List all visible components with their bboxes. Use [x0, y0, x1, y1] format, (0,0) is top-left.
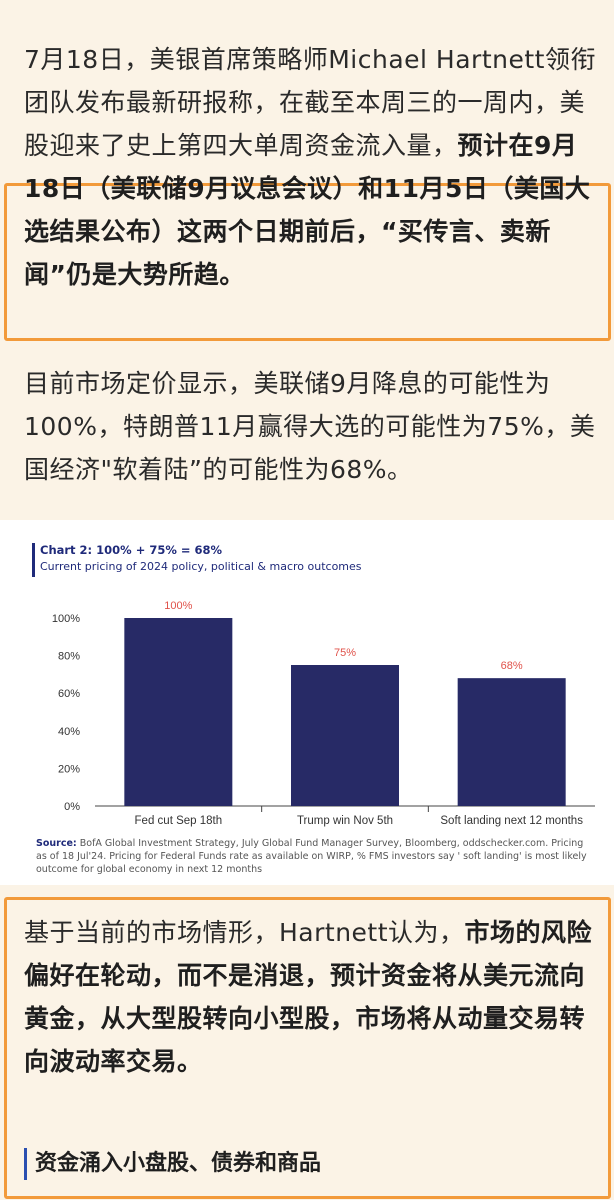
- paragraph-1-text: 7月18日，美银首席策略师Michael Hartnett领衔团队发布最新研报称…: [24, 45, 596, 160]
- bar-data-label: 75%: [334, 647, 356, 659]
- chart-source-label: Source:: [36, 838, 77, 849]
- y-tick-label: 20%: [58, 763, 80, 775]
- chart-title: Chart 2: 100% + 75% = 68%: [40, 543, 223, 557]
- x-tick-label: Fed cut Sep 18th: [135, 815, 223, 827]
- y-tick-label: 40%: [58, 726, 80, 738]
- paragraph-3-text: 基于当前的市场情形，Hartnett认为，: [24, 918, 465, 947]
- chart-source: Source: BofA Global Investment Strategy,…: [36, 837, 596, 876]
- bar-data-label: 100%: [164, 600, 192, 612]
- bar-chart: 0% 20% 40% 60% 80% 100% 100% Fed cut Sep 18th 75…: [52, 600, 595, 827]
- chart-subtitle: Current pricing of 2024 policy, politica…: [40, 560, 362, 573]
- x-tick-label: Soft landing next 12 months: [440, 815, 583, 827]
- highlight-box-2: [4, 897, 611, 1199]
- x-tick-label: Trump win Nov 5th: [297, 815, 393, 827]
- chart-source-text: BofA Global Investment Strategy, July Gl…: [36, 838, 587, 875]
- y-tick-label: 0%: [64, 801, 80, 813]
- bar: [457, 678, 566, 806]
- y-tick-label: 80%: [58, 651, 80, 663]
- chart-image: Chart 2: 100% + 75% = 68% Current pricin…: [0, 520, 614, 885]
- paragraph-1-bold: 预计在9月18日（美联储9月议息会议）和11月5日（美国大选结果公布）这两个日期…: [24, 131, 591, 289]
- bar: [291, 665, 399, 806]
- y-tick-label: 60%: [58, 688, 80, 700]
- paragraph-3: 基于当前的市场情形，Hartnett认为，市场的风险偏好在轮动，而不是消退，预计…: [24, 911, 596, 1083]
- paragraph-3-bold: 市场的风险偏好在轮动，而不是消退，预计资金将从美元流向黄金，从大型股转向小型股，…: [24, 918, 593, 1076]
- section-heading: 资金涌入小盘股、债券和商品: [24, 1148, 321, 1180]
- y-tick-label: 100%: [52, 613, 80, 625]
- bar: [124, 618, 233, 806]
- paragraph-1: 7月18日，美银首席策略师Michael Hartnett领衔团队发布最新研报称…: [24, 38, 596, 296]
- bar-data-label: 68%: [501, 660, 523, 672]
- highlight-box-1: [4, 183, 611, 341]
- paragraph-2: 目前市场定价显示，美联储9月降息的可能性为100%，特朗普11月赢得大选的可能性…: [24, 369, 596, 484]
- chart-title-accent: [32, 543, 35, 577]
